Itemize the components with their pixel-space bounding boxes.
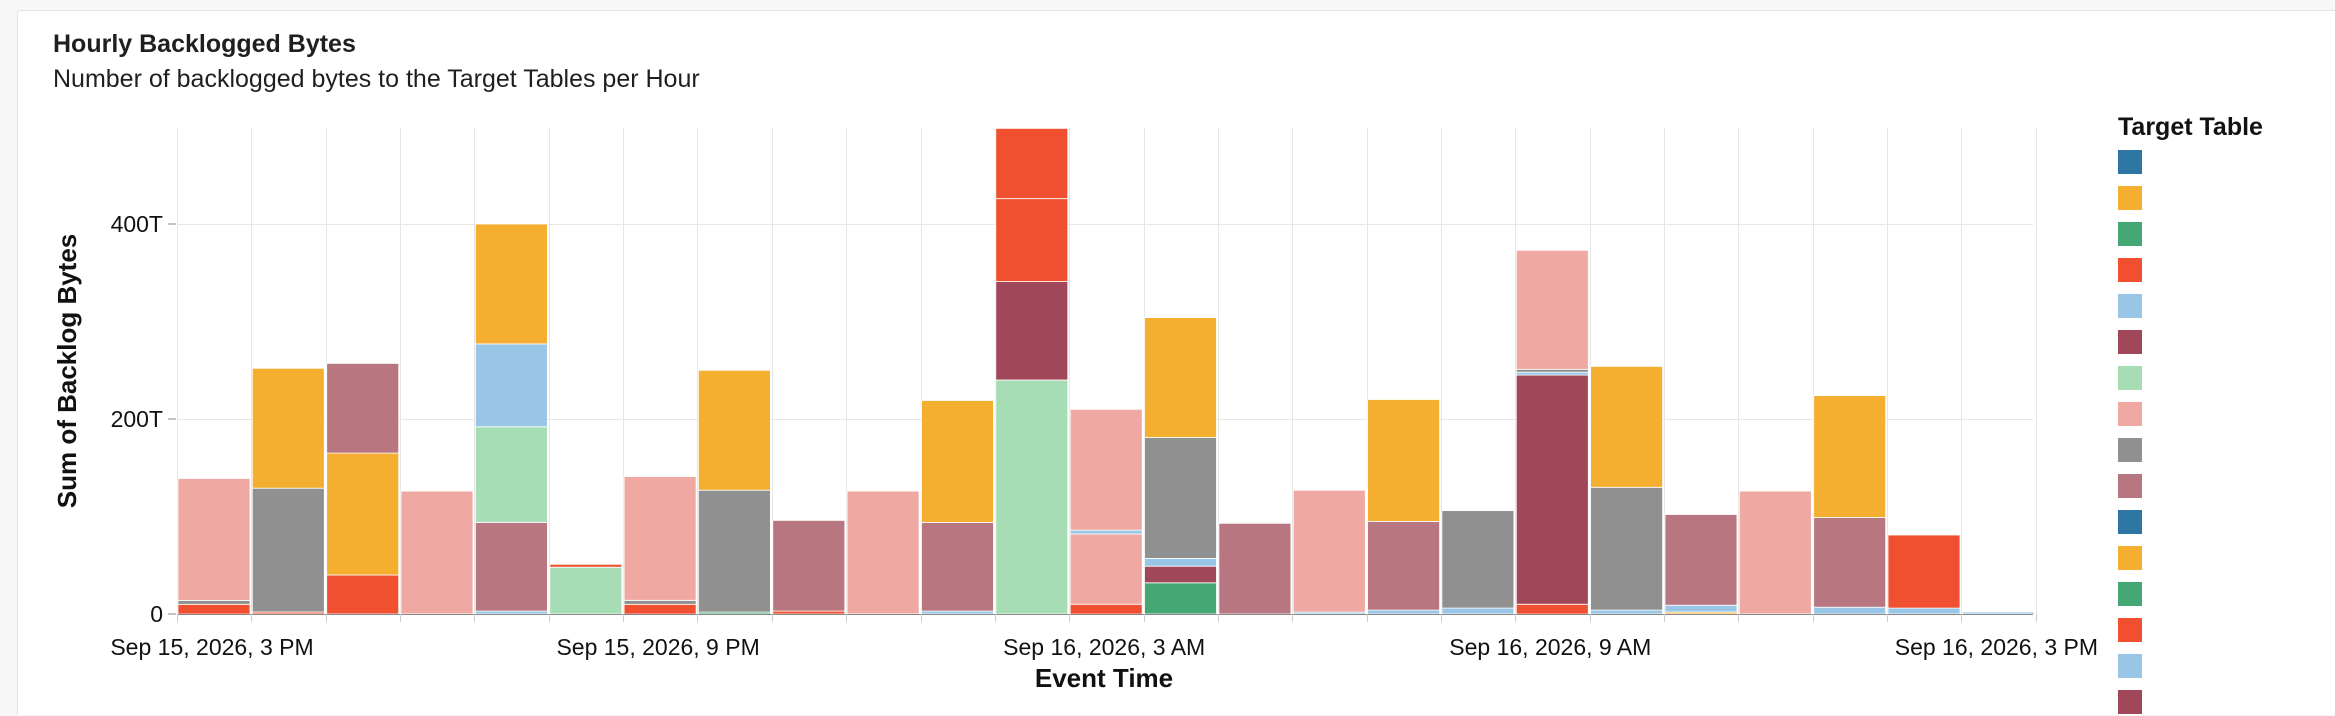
legend-swatch[interactable] <box>2118 186 2142 210</box>
bar-segment[interactable] <box>846 490 920 615</box>
bar-segment[interactable] <box>1069 603 1143 615</box>
bar-segment[interactable] <box>251 367 325 489</box>
x-tick-label: Sep 16, 2026, 3 PM <box>1895 634 2098 660</box>
bar-segment[interactable] <box>1144 582 1217 615</box>
bar-segment[interactable] <box>1515 371 1589 376</box>
bar-segment[interactable] <box>921 522 994 612</box>
bar-segment[interactable] <box>995 379 1069 615</box>
bar-segment[interactable] <box>474 426 548 523</box>
bar-segment[interactable] <box>1738 490 1812 615</box>
bar-segment[interactable] <box>995 127 1069 199</box>
y-tick-label: 0 <box>150 601 163 627</box>
bar-segment[interactable] <box>1367 521 1440 611</box>
legend-swatch[interactable] <box>2118 510 2142 534</box>
bar-segment[interactable] <box>1887 607 1961 615</box>
x-tick-label: Sep 16, 2026, 9 AM <box>1449 634 1651 660</box>
bar-segment[interactable] <box>921 400 994 523</box>
bar-segment[interactable] <box>474 223 548 345</box>
bar-segment[interactable] <box>1515 603 1589 615</box>
bar-segment[interactable] <box>1813 517 1887 608</box>
bar-segment[interactable] <box>1441 510 1515 609</box>
bar-segment[interactable] <box>1515 249 1589 370</box>
legend-swatch[interactable] <box>2118 690 2142 714</box>
bar-segment[interactable] <box>1813 395 1887 518</box>
legend-title: Target Table <box>2118 113 2263 141</box>
chart-title: Hourly Backlogged Bytes <box>53 30 356 58</box>
legend-swatch[interactable] <box>2118 258 2142 282</box>
x-tick-label: Sep 15, 2026, 3 PM <box>110 634 313 660</box>
bar-segment[interactable] <box>921 610 994 615</box>
legend-swatch[interactable] <box>2118 618 2142 642</box>
legend-swatch[interactable] <box>2118 222 2142 246</box>
bar-segment[interactable] <box>995 198 1069 282</box>
bar-segment[interactable] <box>1144 558 1217 567</box>
bar-segment[interactable] <box>177 603 251 615</box>
bar-segment[interactable] <box>623 600 697 605</box>
y-tick-label: 400T <box>111 211 163 237</box>
y-tick-label: 200T <box>111 406 163 432</box>
bar-segment[interactable] <box>1813 606 1887 615</box>
legend-swatch[interactable] <box>2118 366 2142 390</box>
bar-segment[interactable] <box>623 603 697 615</box>
legend-swatch[interactable] <box>2118 402 2142 426</box>
bar-segment[interactable] <box>1887 534 1961 609</box>
bar-segment[interactable] <box>326 452 400 576</box>
bar-segment[interactable] <box>1069 408 1143 531</box>
y-axis-title: Sum of Backlog Bytes <box>52 234 82 509</box>
x-tick-label: Sep 16, 2026, 3 AM <box>1003 634 1205 660</box>
bar-segment[interactable] <box>1664 604 1738 613</box>
bar-segment[interactable] <box>772 610 846 615</box>
legend-swatch[interactable] <box>2118 150 2142 174</box>
legend-swatch[interactable] <box>2118 294 2142 318</box>
bar-segment[interactable] <box>698 369 771 491</box>
bar-segment[interactable] <box>1144 437 1217 559</box>
bar-segment[interactable] <box>1962 611 2035 615</box>
bar-segment[interactable] <box>1515 368 1589 373</box>
bar-segment[interactable] <box>474 522 548 612</box>
bar-segment[interactable] <box>400 490 474 615</box>
legend-swatch[interactable] <box>2118 582 2142 606</box>
bar-segment[interactable] <box>1218 522 1292 615</box>
x-axis-title: Event Time <box>1035 663 1173 693</box>
bar-segment[interactable] <box>326 574 400 615</box>
bar-segment[interactable] <box>549 566 623 615</box>
bar-segment[interactable] <box>1441 607 1515 615</box>
x-tick-label: Sep 15, 2026, 9 PM <box>556 634 759 660</box>
bar-segment[interactable] <box>1069 529 1143 535</box>
bar-segment[interactable] <box>474 610 548 615</box>
bar-segment[interactable] <box>1069 533 1143 605</box>
bar-segment[interactable] <box>1292 489 1366 613</box>
bar-segment[interactable] <box>549 563 623 568</box>
bar-segment[interactable] <box>995 281 1069 381</box>
bar-segment[interactable] <box>1590 609 1663 615</box>
legend-swatch[interactable] <box>2118 330 2142 354</box>
legend-swatch[interactable] <box>2118 654 2142 678</box>
bar-segment[interactable] <box>1367 609 1440 615</box>
bar-segment[interactable] <box>177 478 251 601</box>
bar-segment[interactable] <box>1144 317 1217 438</box>
bar-segment[interactable] <box>1367 399 1440 522</box>
bar-segment[interactable] <box>772 520 846 612</box>
bar-segment[interactable] <box>251 487 325 613</box>
bar-segment[interactable] <box>1590 486 1663 611</box>
legend-swatch[interactable] <box>2118 438 2142 462</box>
bar-segment[interactable] <box>326 362 400 454</box>
bar-segment[interactable] <box>1144 565 1217 584</box>
legend-swatch[interactable] <box>2118 546 2142 570</box>
legend-swatch[interactable] <box>2118 474 2142 498</box>
chart-subtitle: Number of backlogged bytes to the Target… <box>53 65 700 93</box>
bar-segment[interactable] <box>177 600 251 605</box>
bar-segment[interactable] <box>474 343 548 428</box>
bar-segment[interactable] <box>1515 374 1589 605</box>
bar-segment[interactable] <box>623 476 697 601</box>
bar-segment[interactable] <box>1590 365 1663 488</box>
bar-segment[interactable] <box>698 489 771 613</box>
bar-segment[interactable] <box>1664 514 1738 606</box>
